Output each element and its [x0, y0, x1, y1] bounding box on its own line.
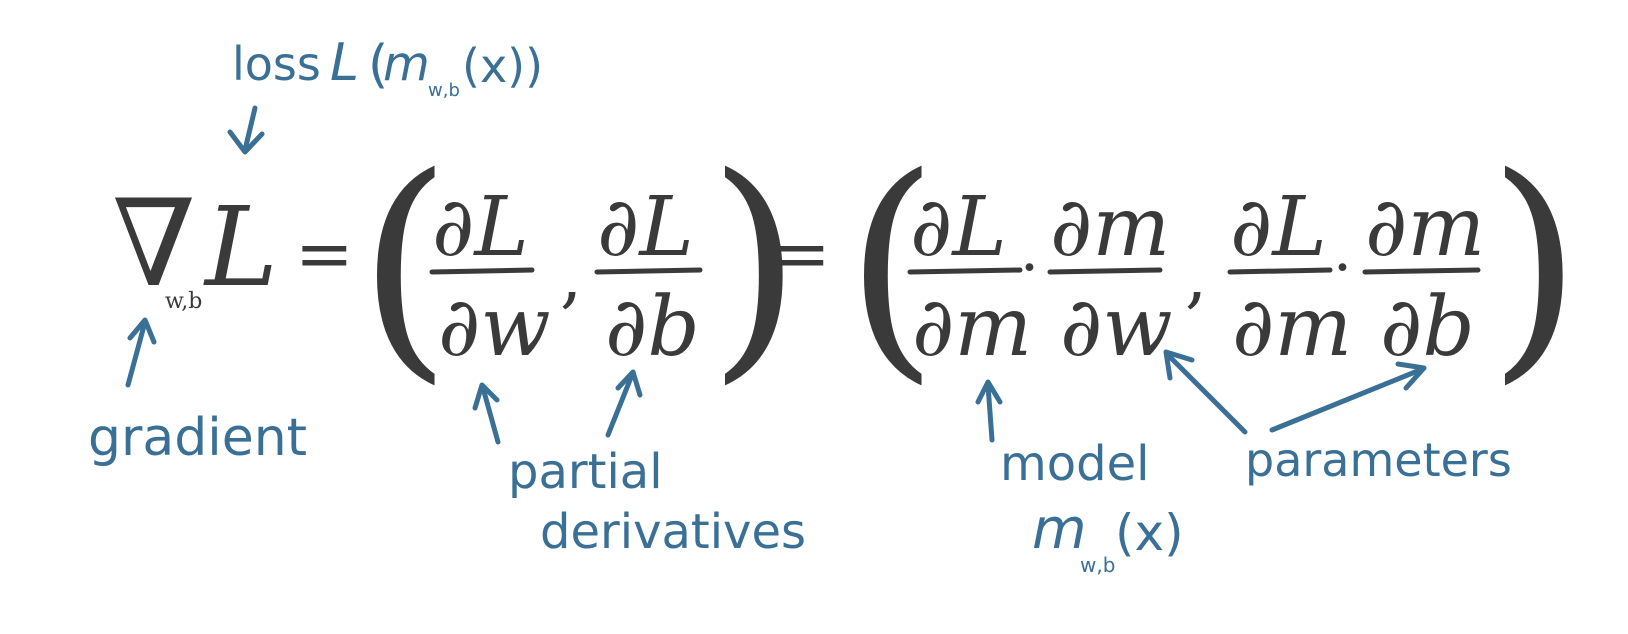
partial-arrow-b	[605, 372, 635, 438]
fraction-dL-dw: ∂L ∂w	[429, 180, 551, 375]
chain-rule-b: ∂L ∂m · ∂m ∂b	[1227, 180, 1485, 375]
annotations: loss L ( m w,b (x)) gradient partial der…	[88, 33, 1512, 577]
fraction-bar	[907, 267, 1023, 275]
model-expr-arg: (x)	[1115, 504, 1184, 562]
model-expr-sub: w,b	[1080, 553, 1115, 577]
loss-expr-arg: (x))	[462, 39, 543, 93]
nabla-subscript: w,b	[165, 289, 202, 314]
fraction-bar	[1047, 267, 1163, 275]
model-arrowhead	[975, 379, 1003, 405]
partial-derivatives-line2: derivatives	[540, 504, 806, 560]
equals-sign-2: =	[772, 213, 831, 295]
loss-arrowhead	[227, 129, 265, 155]
partial-arrowhead-w	[472, 382, 500, 411]
parameters-arrowhead-w	[1163, 349, 1195, 381]
parameters-arrow-w	[1165, 352, 1248, 435]
chain-w-num-b: ∂m	[1050, 180, 1170, 275]
loss-expr-L: L	[330, 33, 359, 93]
comma-1: ,	[560, 235, 582, 317]
dot-operator: ·	[1020, 233, 1039, 303]
fraction-bar	[429, 267, 535, 275]
loss-symbol: L	[203, 183, 278, 311]
close-paren-2: )	[1488, 125, 1582, 405]
partial-arrow-w	[480, 385, 501, 445]
main-equation: ∇ w,b L = ( ∂L ∂w , ∂L ∂b ) = ( ∂L ∂m	[112, 125, 1582, 405]
comma-2: ,	[1185, 235, 1207, 317]
close-paren-1: )	[708, 125, 802, 405]
partial-arrowhead-b	[615, 369, 643, 398]
chain-w-den-b: ∂w	[1060, 280, 1173, 375]
gradient-arrowhead	[127, 317, 157, 345]
loss-expr-open: (	[368, 35, 388, 95]
gradient-label: gradient	[88, 408, 307, 468]
fraction-dL-dw-numerator: ∂L	[432, 180, 529, 275]
loss-expr-m: m	[383, 36, 430, 92]
fraction-dL-db-denominator: ∂b	[605, 280, 700, 375]
loss-label: loss	[232, 37, 321, 91]
equals-sign-1: =	[295, 213, 354, 295]
fraction-dL-db: ∂L ∂b	[594, 180, 703, 375]
fraction-bar	[1362, 267, 1481, 275]
fraction-bar	[1227, 267, 1333, 275]
gradient-arrow	[125, 319, 148, 388]
open-paren-1: (	[358, 125, 452, 405]
chain-b-den-a: ∂m	[1232, 280, 1352, 375]
parameters-arrowhead-b	[1395, 361, 1427, 391]
chain-w-num-a: ∂L	[910, 180, 1007, 275]
dot-operator: ·	[1333, 233, 1352, 303]
loss-arrow	[242, 105, 258, 153]
chain-w-den-a: ∂m	[912, 280, 1032, 375]
chain-rule-w: ∂L ∂m · ∂m ∂w	[907, 180, 1173, 375]
parameters-arrow-b	[1269, 367, 1423, 433]
fraction-dL-dw-denominator: ∂w	[438, 280, 551, 375]
loss-expr-sub: w,b	[428, 80, 460, 101]
fraction-dL-db-numerator: ∂L	[597, 180, 694, 275]
model-arrow	[985, 382, 995, 443]
model-expr-m: m	[1032, 497, 1087, 562]
model-label: model	[1000, 436, 1149, 492]
fraction-bar	[594, 267, 703, 275]
nabla-symbol: ∇	[112, 175, 196, 314]
chain-b-den-b: ∂b	[1380, 280, 1475, 375]
loss-annotation: loss L ( m w,b (x))	[232, 33, 543, 101]
parameters-label: parameters	[1245, 433, 1512, 487]
chain-b-num-a: ∂L	[1230, 180, 1327, 275]
partial-derivatives-line1: partial	[508, 444, 663, 500]
chain-b-num-b: ∂m	[1365, 180, 1485, 275]
open-paren-2: (	[845, 125, 939, 405]
